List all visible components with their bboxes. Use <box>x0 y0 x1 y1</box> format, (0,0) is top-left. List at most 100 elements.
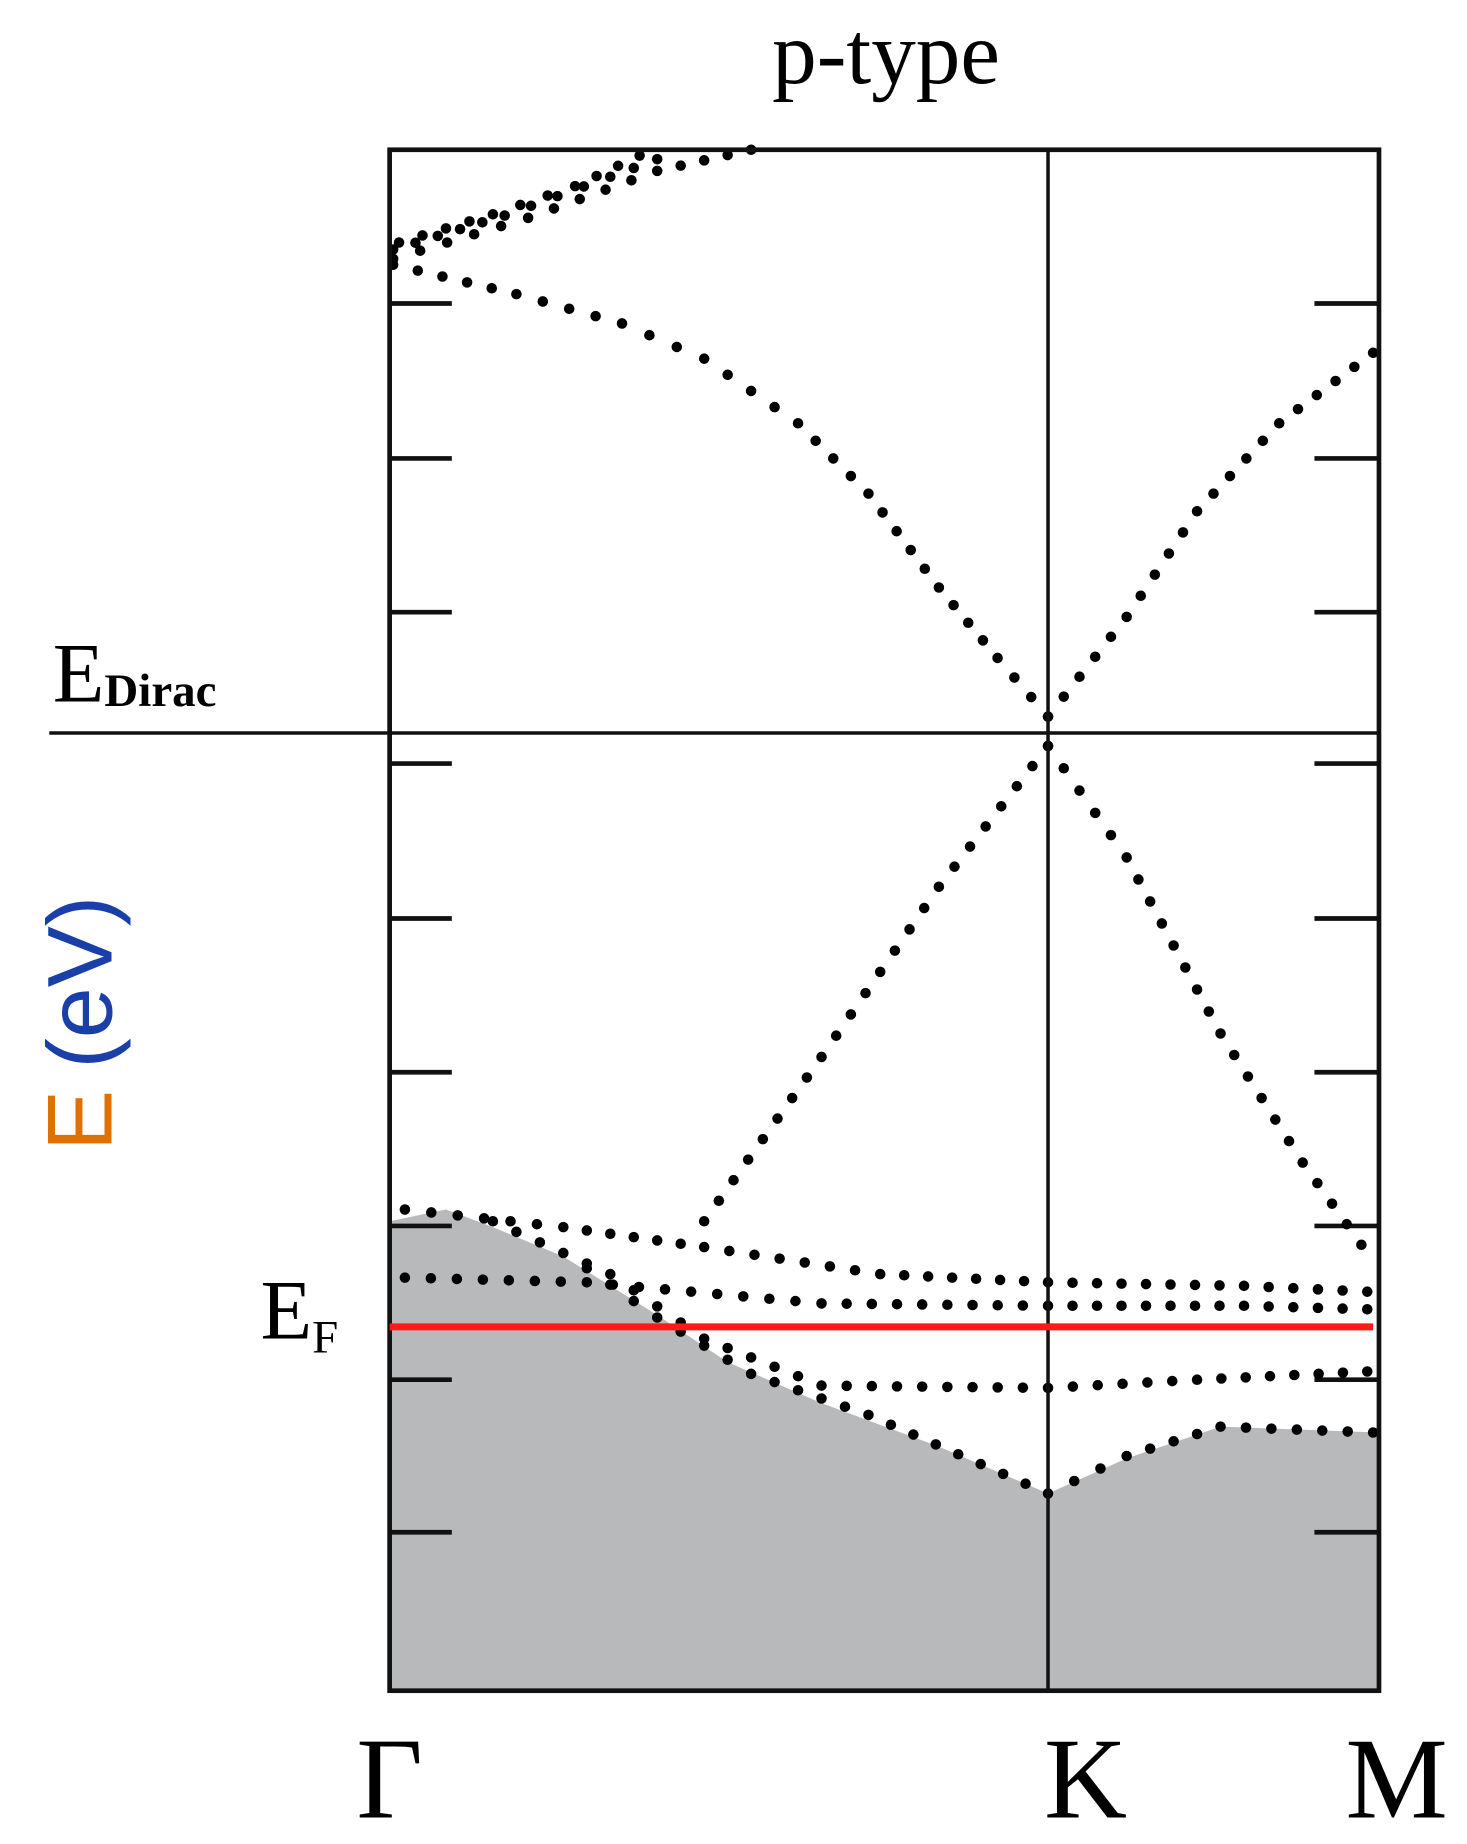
band-dot <box>1283 1135 1295 1147</box>
band-dot <box>1191 984 1203 995</box>
band-dot <box>1009 672 1020 683</box>
band-dot <box>478 1213 490 1224</box>
band-dot <box>1165 1300 1176 1312</box>
band-dot <box>451 1273 463 1285</box>
band-dot <box>810 435 821 447</box>
band-dot <box>1135 590 1147 602</box>
band-dot <box>994 1274 1006 1286</box>
band-dot <box>863 1409 874 1421</box>
band-dot <box>769 1361 780 1373</box>
band-dot <box>495 220 507 232</box>
band-dot <box>604 171 616 183</box>
band-dot <box>845 470 857 482</box>
band-dot <box>1342 1426 1353 1437</box>
band-dot <box>967 1299 978 1311</box>
band-dot <box>769 1376 780 1388</box>
band-dot <box>1121 852 1132 863</box>
fermi-label: EF <box>261 1265 339 1364</box>
ticks <box>389 301 1379 1535</box>
band-dot <box>486 282 498 294</box>
band-dot <box>824 1261 836 1272</box>
band-dot <box>997 1468 1009 1480</box>
band-dot <box>644 329 655 341</box>
band-dot <box>1349 361 1360 373</box>
band-dot <box>417 230 428 241</box>
band-dot <box>604 1228 616 1240</box>
band-dot <box>1068 1475 1080 1487</box>
band-dot <box>992 1299 1003 1311</box>
fermi-subscript: F <box>312 1312 338 1364</box>
band-dot <box>628 1231 640 1243</box>
frame <box>387 147 1382 1694</box>
band-dot <box>1291 1424 1303 1435</box>
band-dot <box>511 288 522 300</box>
band-dot <box>948 599 959 611</box>
band-dot <box>1074 671 1085 682</box>
dirac-subscript: Dirac <box>104 665 216 717</box>
band-dot <box>441 237 453 248</box>
band-dot <box>877 507 888 518</box>
band-dot <box>885 1419 897 1431</box>
band-dot <box>487 1215 499 1227</box>
band-dot <box>468 228 480 240</box>
band-dot <box>698 155 710 166</box>
band-dot <box>1214 1280 1225 1291</box>
band-dot <box>722 1354 733 1366</box>
band-dot <box>1105 631 1117 643</box>
band-dot <box>634 150 645 161</box>
band-dot <box>525 200 537 212</box>
band-dot <box>801 1072 813 1083</box>
band-dot <box>1312 1284 1324 1295</box>
band-dot <box>737 1291 749 1302</box>
band-dot <box>799 1257 811 1268</box>
band-dot <box>515 199 526 211</box>
band-dot <box>1011 780 1023 792</box>
band-dot <box>980 821 991 832</box>
band-dot <box>1361 1366 1373 1377</box>
band-dot <box>1270 1114 1281 1125</box>
band-dot <box>1313 1368 1324 1380</box>
band-dot <box>698 1340 710 1351</box>
band-dot <box>1067 1381 1079 1392</box>
band-dot <box>1067 1277 1078 1289</box>
band-dot <box>711 1288 723 1300</box>
band-dot <box>578 181 590 192</box>
band-dot <box>992 1382 1003 1393</box>
band-dot <box>1297 1157 1308 1168</box>
band-dot <box>933 582 945 593</box>
band-dot <box>1337 1303 1348 1314</box>
band-dot <box>1257 435 1269 447</box>
band-dot <box>414 245 426 256</box>
band-dot <box>992 652 1003 664</box>
band-dot <box>581 1262 593 1274</box>
band-dot <box>1361 1304 1373 1315</box>
band-dot <box>722 369 733 381</box>
band-dot <box>393 237 405 248</box>
k-point-label: K <box>1044 1715 1127 1842</box>
band-dot <box>1058 691 1070 702</box>
band-dot <box>1228 1049 1240 1061</box>
band-dot <box>1089 807 1101 819</box>
band-dot <box>1017 1382 1029 1393</box>
band-dot <box>1191 1374 1203 1385</box>
band-dot <box>628 1295 640 1307</box>
band-dot <box>1149 569 1161 580</box>
band-dot <box>849 1264 861 1276</box>
y-axis-unit: (eV) <box>29 896 131 1069</box>
band-dot <box>558 1247 569 1259</box>
band-dot <box>816 1051 827 1063</box>
band-dot <box>604 1268 616 1280</box>
band-dot <box>616 318 628 329</box>
band-dot <box>1140 1278 1152 1290</box>
band-dot <box>769 401 780 413</box>
band-dot <box>977 635 989 646</box>
band-dot <box>1156 918 1168 929</box>
band-dot <box>698 353 710 364</box>
band-dot <box>1144 896 1156 907</box>
band-dot <box>916 1299 928 1310</box>
band-dot <box>1238 1300 1250 1312</box>
band-dot <box>522 212 534 224</box>
band-dot <box>461 277 473 288</box>
band-dot <box>792 1370 804 1382</box>
